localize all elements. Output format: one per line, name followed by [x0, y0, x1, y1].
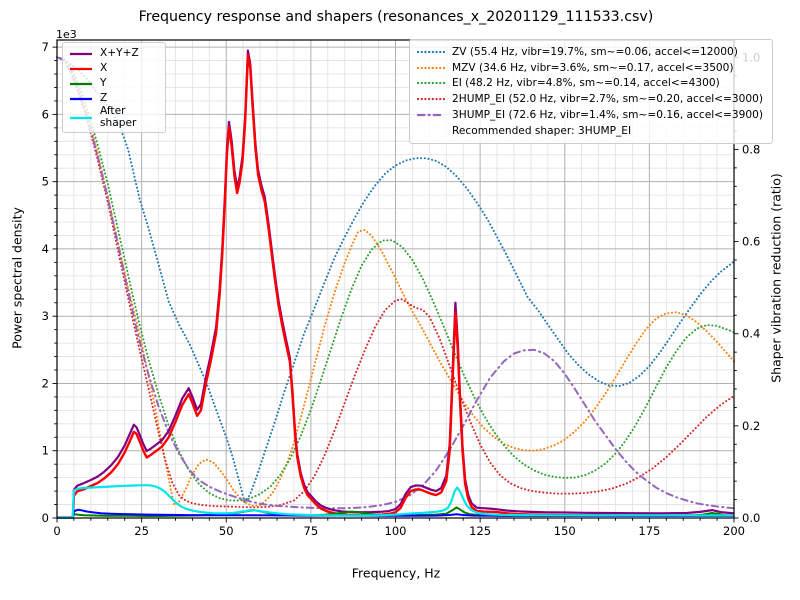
y-axis-offset-text: 1e3	[56, 28, 77, 41]
y-right-tick-label: 0.8	[742, 142, 760, 156]
legend-line-sample-zv	[417, 50, 445, 53]
legend-line-sample-xyz	[70, 52, 92, 55]
x-tick-label: 200	[723, 524, 745, 538]
legend-item-x: X	[69, 61, 158, 76]
legend-label-after: After shaper	[100, 105, 137, 129]
legend-label-xyz: X+Y+Z	[100, 46, 139, 59]
y-right-tick-label: 0.4	[742, 327, 760, 341]
series-after	[57, 484, 734, 519]
x-tick-label: 75	[304, 524, 319, 538]
legend-item-3hump_ei: 3HUMP_EI (72.6 Hz, vibr=1.4%, sm~=0.16, …	[417, 107, 763, 123]
y-left-tick-label: 6	[42, 107, 49, 121]
legend-label-zv: ZV (55.4 Hz, vibr=19.7%, sm~=0.06, accel…	[452, 45, 738, 58]
y-left-tick-label: 5	[42, 175, 49, 189]
y-axis-label-left: Power spectral density	[9, 207, 25, 349]
y-left-tick-label: 3	[42, 309, 49, 323]
y-right-tick-label: 0.0	[742, 511, 760, 525]
y-left-tick-label: 1	[42, 444, 49, 458]
x-tick-label: 150	[554, 524, 576, 538]
legend-item-zv: ZV (55.4 Hz, vibr=19.7%, sm~=0.06, accel…	[417, 44, 763, 60]
legend-label-x: X	[100, 61, 108, 74]
legend-line-sample-3hump_ei	[417, 113, 445, 117]
legend-label-2hump_ei: 2HUMP_EI (52.0 Hz, vibr=2.7%, sm~=0.20, …	[452, 93, 763, 106]
x-tick-label: 0	[53, 524, 60, 538]
series-x	[57, 54, 735, 519]
series-zv	[56, 56, 735, 503]
y-left-tick-label: 4	[42, 242, 49, 256]
y-left-tick-label: 2	[42, 376, 49, 390]
recommended-shaper-text: Recommended shaper: 3HUMP_EI	[452, 124, 632, 137]
ticks	[52, 46, 739, 523]
legend-label-mzv: MZV (34.6 Hz, vibr=3.6%, sm~=0.17, accel…	[452, 61, 734, 74]
y-axis-label-right: Shaper vibration reduction (ratio)	[768, 173, 784, 383]
series-ei	[56, 56, 735, 502]
legend-label-z: Z	[100, 91, 108, 104]
series-group	[56, 49, 735, 519]
y-left-tick-label: 7	[42, 40, 49, 54]
legend-label-y: Y	[100, 76, 107, 89]
y-left-tick-label: 0	[42, 511, 49, 525]
y-right-tick-label: 0.2	[742, 419, 760, 433]
legend-item-y: Y	[69, 76, 158, 91]
legend-item-mzv: MZV (34.6 Hz, vibr=3.6%, sm~=0.17, accel…	[417, 60, 763, 76]
series-mzv	[56, 56, 735, 507]
legend-label-ei: EI (48.2 Hz, vibr=4.8%, sm~=0.14, accel<…	[452, 77, 720, 90]
x-axis-label: Frequency, Hz	[351, 565, 441, 581]
x-tick-label: 50	[219, 524, 234, 538]
legend-line-sample-after	[70, 116, 92, 119]
x-tick-label: 25	[134, 524, 149, 538]
legend-psd: X+Y+Z X Y Z After shaper	[62, 42, 166, 134]
legend-item-ei: EI (48.2 Hz, vibr=4.8%, sm~=0.14, accel<…	[417, 76, 763, 92]
legend-item-z: Z	[69, 91, 158, 106]
x-tick-label: 125	[469, 524, 491, 538]
legend-line-sample-ei	[417, 82, 445, 85]
legend-line-sample-2hump_ei	[417, 98, 445, 101]
series-3hump_ei	[56, 56, 735, 510]
legend-item-2hump_ei: 2HUMP_EI (52.0 Hz, vibr=2.7%, sm~=0.20, …	[417, 91, 763, 107]
y-right-tick-label: 0.6	[742, 235, 760, 249]
legend-shapers: ZV (55.4 Hz, vibr=19.7%, sm~=0.06, accel…	[409, 39, 773, 144]
x-tick-label: 175	[638, 524, 660, 538]
legend-item-after: After shaper	[69, 105, 158, 129]
legend-item-xyz: X+Y+Z	[69, 46, 158, 61]
x-tick-label: 100	[385, 524, 407, 538]
legend-line-sample-mzv	[417, 66, 445, 69]
chart-title: Frequency response and shapers (resonanc…	[138, 9, 654, 25]
legend-line-sample-z	[70, 97, 92, 100]
legend-recommendation: Recommended shaper: 3HUMP_EI	[417, 123, 763, 139]
legend-line-sample-x	[70, 67, 92, 70]
legend-label-3hump_ei: 3HUMP_EI (72.6 Hz, vibr=1.4%, sm~=0.16, …	[452, 109, 763, 122]
legend-line-sample-y	[70, 82, 92, 85]
